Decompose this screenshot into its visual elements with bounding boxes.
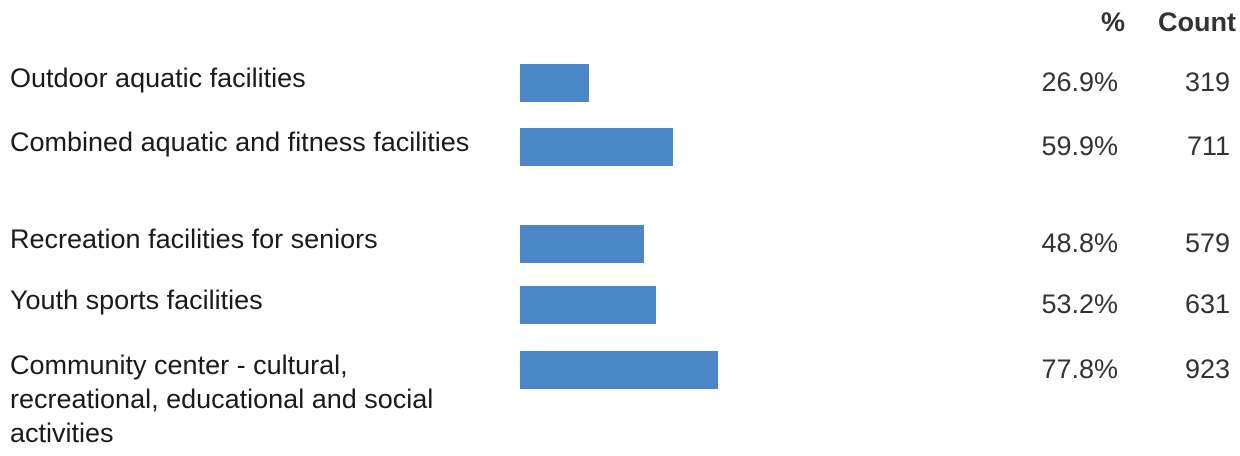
percent-value: 59.9% bbox=[1041, 131, 1118, 161]
bar bbox=[520, 351, 719, 389]
percent-value: 53.2% bbox=[1041, 289, 1118, 319]
percent-value: 26.9% bbox=[1041, 67, 1118, 97]
category-label: Outdoor aquatic facilities bbox=[10, 63, 306, 93]
bar bbox=[520, 64, 589, 102]
count-value: 711 bbox=[1186, 131, 1230, 161]
bar-track bbox=[520, 64, 775, 102]
bar-track bbox=[520, 225, 775, 263]
count-column-header: Count bbox=[1158, 7, 1236, 37]
count-value: 579 bbox=[1184, 228, 1230, 258]
bar bbox=[520, 286, 656, 324]
bar bbox=[520, 128, 673, 166]
percent-column-header: % bbox=[1100, 7, 1125, 37]
count-value: 923 bbox=[1184, 354, 1230, 384]
category-label: Combined aquatic and fitness facilities bbox=[10, 127, 470, 157]
category-label: Recreation facilities for seniors bbox=[10, 224, 378, 254]
bar bbox=[520, 225, 645, 263]
category-label: Community center - cultural, recreationa… bbox=[10, 350, 434, 448]
bar-track bbox=[520, 351, 775, 389]
count-value: 631 bbox=[1184, 289, 1230, 319]
percent-value: 77.8% bbox=[1041, 354, 1118, 384]
category-label: Youth sports facilities bbox=[10, 285, 263, 315]
bar-track bbox=[520, 286, 775, 324]
bar-track bbox=[520, 128, 775, 166]
count-value: 319 bbox=[1184, 67, 1230, 97]
percent-value: 48.8% bbox=[1041, 228, 1118, 258]
